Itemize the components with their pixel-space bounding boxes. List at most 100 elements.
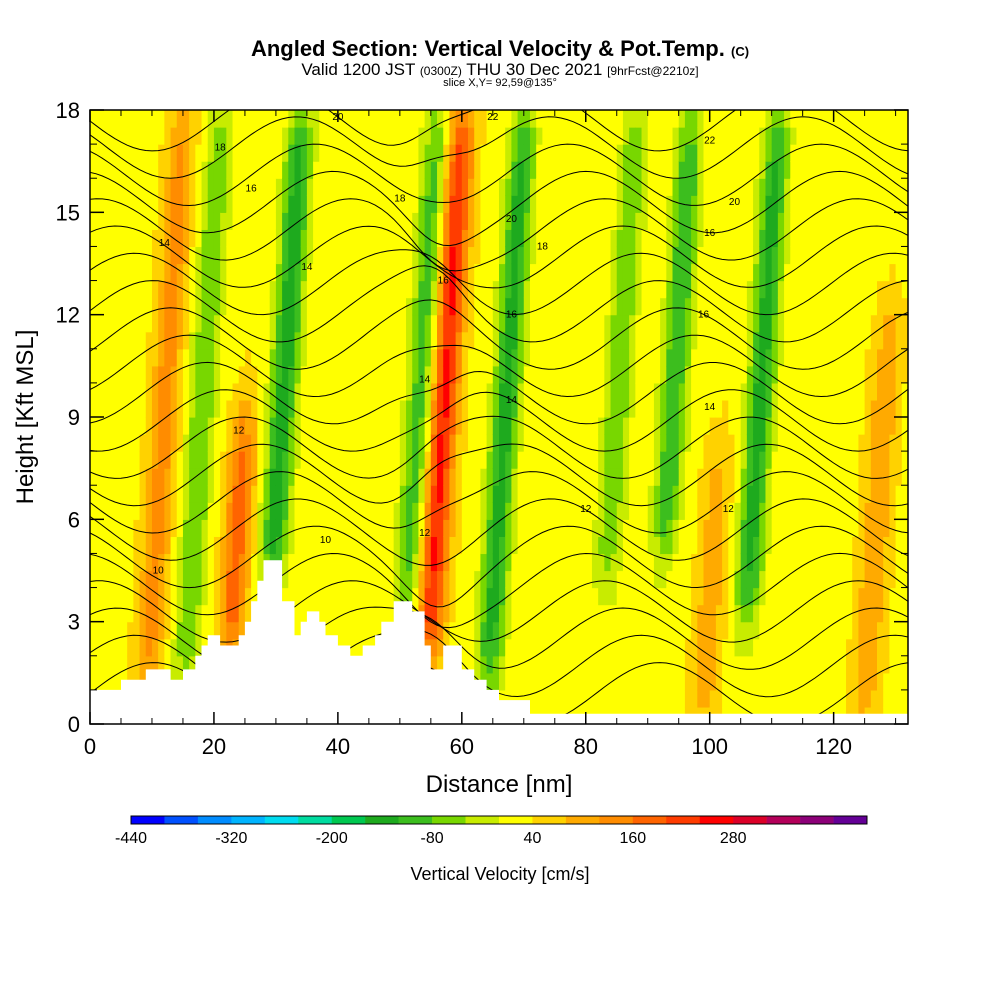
field-cell <box>294 399 302 418</box>
field-cell <box>635 229 643 248</box>
field-cell <box>226 110 234 128</box>
field-cell <box>170 451 178 469</box>
field-cell <box>790 263 798 282</box>
field-cell <box>387 246 395 265</box>
field-cell <box>145 178 153 196</box>
field-cell <box>802 689 810 708</box>
field-cell <box>418 468 426 486</box>
field-cell <box>641 553 649 572</box>
field-cell <box>895 451 903 469</box>
field-cell <box>393 553 401 572</box>
field-cell <box>647 485 655 503</box>
field-cell <box>151 655 159 674</box>
field-cell <box>492 621 500 640</box>
field-cell <box>901 638 908 657</box>
field-cell <box>703 212 711 230</box>
field-cell <box>567 331 574 350</box>
field-cell <box>176 485 184 503</box>
field-cell <box>437 621 444 640</box>
field-cell <box>430 417 438 435</box>
field-cell <box>585 263 593 282</box>
field-cell <box>356 212 364 230</box>
field-cell <box>728 655 736 674</box>
field-cell <box>684 502 692 520</box>
field-cell <box>120 434 128 452</box>
field-cell <box>815 144 822 162</box>
field-cell <box>715 621 723 640</box>
field-cell <box>90 417 97 435</box>
field-cell <box>102 553 110 572</box>
field-cell <box>114 502 122 520</box>
field-cell <box>777 604 785 623</box>
field-cell <box>591 570 599 589</box>
field-cell <box>306 144 314 162</box>
field-cell <box>139 144 147 162</box>
field-cell <box>604 553 612 572</box>
field-cell <box>499 502 506 520</box>
field-cell <box>182 451 190 469</box>
field-cell <box>499 553 506 572</box>
field-cell <box>337 468 345 486</box>
field-cell <box>251 314 258 333</box>
field-cell <box>133 399 141 418</box>
field-cell <box>294 348 302 367</box>
field-cell <box>889 604 897 623</box>
field-cell <box>430 638 438 657</box>
field-cell <box>759 263 767 282</box>
field-cell <box>325 451 333 469</box>
field-cell <box>455 297 463 316</box>
field-cell <box>660 655 667 674</box>
field-cell <box>529 161 537 179</box>
field-cell <box>207 365 215 384</box>
field-cell <box>220 621 227 640</box>
field-cell <box>412 161 420 179</box>
field-cell <box>443 587 451 606</box>
field-cell <box>790 655 798 674</box>
field-cell <box>635 672 643 691</box>
field-cell <box>622 655 630 674</box>
field-cell <box>306 212 314 230</box>
field-cell <box>151 297 159 316</box>
field-cell <box>864 314 872 333</box>
field-cell <box>393 161 401 179</box>
field-cell <box>523 434 531 452</box>
field-cell <box>653 399 661 418</box>
field-cell <box>164 536 172 555</box>
field-cell <box>127 570 134 589</box>
colorbar-tick-label: 160 <box>619 830 646 847</box>
field-cell <box>90 655 97 674</box>
field-cell <box>629 570 636 589</box>
theta-contour-line <box>90 361 908 425</box>
field-cell <box>573 195 581 213</box>
field-cell <box>344 382 351 401</box>
field-cell <box>499 519 506 537</box>
field-cell <box>678 502 686 520</box>
field-cell <box>852 246 860 265</box>
field-cell <box>765 587 773 606</box>
field-cell <box>108 382 116 401</box>
field-cell <box>102 604 110 623</box>
field-cell <box>176 263 184 282</box>
field-cell <box>282 348 289 367</box>
field-cell <box>238 144 246 162</box>
field-cell <box>145 365 153 384</box>
field-cell <box>622 178 630 196</box>
field-cell <box>306 382 314 401</box>
x-tick-label: 40 <box>326 734 350 759</box>
field-cell <box>554 672 562 691</box>
field-cell <box>499 110 506 128</box>
field-cell <box>350 229 358 248</box>
field-cell <box>598 331 605 350</box>
field-cell <box>653 229 661 248</box>
field-cell <box>629 399 636 418</box>
field-cell <box>313 246 320 265</box>
field-cell <box>195 485 203 503</box>
field-cell <box>753 246 760 265</box>
field-cell <box>133 621 141 640</box>
field-cell <box>728 331 736 350</box>
field-cell <box>870 434 878 452</box>
contour-label: 12 <box>233 426 245 437</box>
field-cell <box>344 553 351 572</box>
field-cell <box>176 536 184 555</box>
field-cell <box>275 212 283 230</box>
